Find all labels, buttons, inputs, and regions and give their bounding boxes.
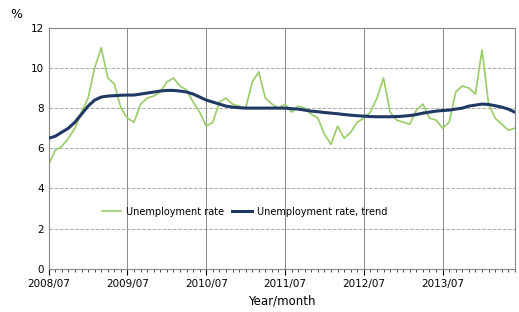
X-axis label: Year/month: Year/month [248, 295, 316, 308]
Y-axis label: %: % [10, 7, 22, 21]
Legend: Unemployment rate, Unemployment rate, trend: Unemployment rate, Unemployment rate, tr… [98, 203, 391, 221]
